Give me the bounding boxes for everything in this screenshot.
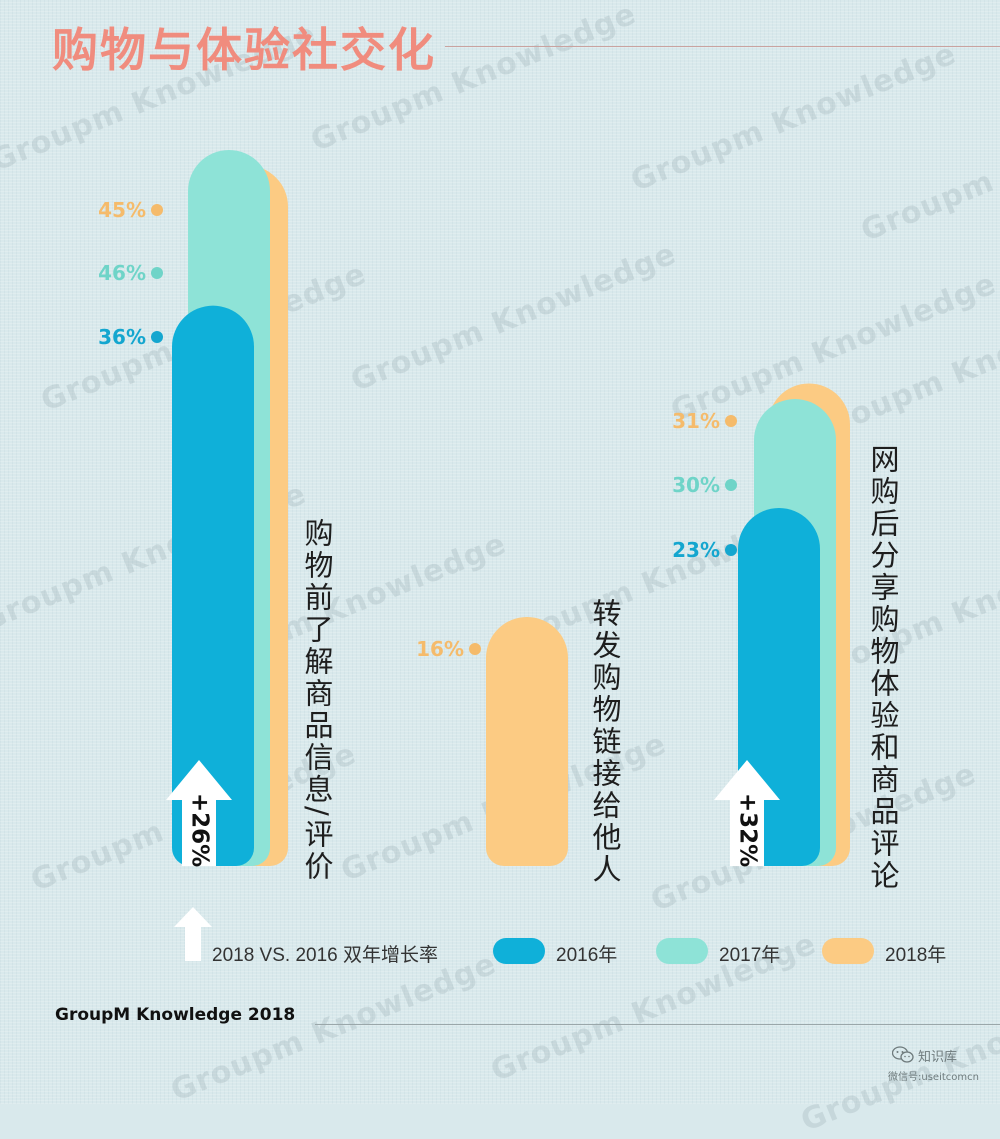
legend-growth-label: 2018 VS. 2016 双年增长率 bbox=[212, 945, 438, 966]
value-dot-2016-cat2 bbox=[725, 544, 737, 556]
brand-subtitle: 微信号:useitcomcn bbox=[888, 1072, 979, 1083]
value-dot-2018-cat1 bbox=[469, 642, 481, 655]
category-label-post-review: 网购后分享购物体验和商品评论 bbox=[866, 444, 900, 892]
value-dot-2016-cat0 bbox=[151, 331, 163, 343]
source-credit: GroupM Knowledge 2018 bbox=[55, 1005, 296, 1025]
category-label-research: 购物前了解商品信息/评价 bbox=[300, 518, 334, 883]
legend-swatch-2017 bbox=[656, 938, 708, 964]
value-label-2017-cat0: 46% bbox=[98, 261, 146, 285]
value-label-2017-cat2: 30% bbox=[672, 473, 720, 497]
legend-label-2016: 2016年 bbox=[556, 945, 618, 966]
footer-divider bbox=[315, 1024, 1000, 1025]
brand-watermark: 知识库 微信号:useitcomcn bbox=[888, 1046, 996, 1086]
chart-canvas: 45% 46% 36% +26% 16% 31% 30% 23% +32% bbox=[98, 150, 850, 867]
bar-2018-cat1 bbox=[486, 616, 568, 866]
value-label-2018-cat2: 31% bbox=[672, 409, 720, 433]
title-divider bbox=[445, 46, 1000, 47]
value-dot-2017-cat2 bbox=[725, 479, 737, 491]
brand-name: 知识库 bbox=[918, 1050, 958, 1065]
legend-swatch-2018 bbox=[822, 938, 874, 964]
value-dot-2018-cat0 bbox=[151, 204, 163, 216]
growth-label-cat2: +32% bbox=[735, 793, 761, 867]
growth-label-cat0: +26% bbox=[187, 793, 213, 867]
value-label-2018-cat0: 45% bbox=[98, 198, 146, 222]
value-dot-2017-cat0 bbox=[151, 267, 163, 279]
category-label-share-link: 转发购物链接给他人 bbox=[588, 598, 622, 886]
growth-arrow-icon-cat0 bbox=[166, 760, 232, 866]
value-label-2016-cat0: 36% bbox=[98, 325, 146, 349]
legend-label-2018: 2018年 bbox=[885, 945, 947, 966]
growth-arrow-icon-cat2 bbox=[714, 760, 780, 866]
value-label-2016-cat2: 23% bbox=[672, 538, 720, 562]
value-dot-2018-cat2 bbox=[725, 415, 737, 427]
bar-2016-cat0 bbox=[172, 305, 254, 867]
legend-label-2017: 2017年 bbox=[719, 945, 781, 966]
wechat-icon bbox=[892, 1046, 914, 1063]
value-label-2018-cat1: 16% bbox=[416, 637, 464, 661]
legend-growth-arrow-icon bbox=[174, 907, 212, 961]
page-title: 购物与体验社交化 bbox=[52, 23, 436, 77]
legend-swatch-2016 bbox=[493, 938, 545, 964]
